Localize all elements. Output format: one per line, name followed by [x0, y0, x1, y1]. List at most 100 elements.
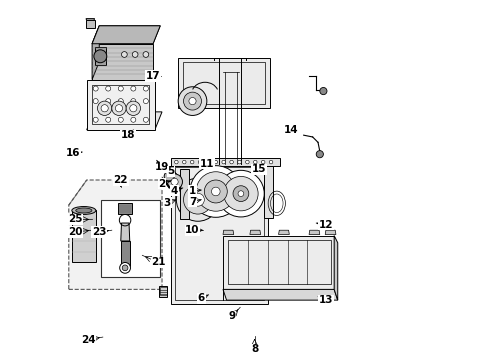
Text: 2: 2	[158, 179, 165, 189]
Polygon shape	[86, 19, 94, 21]
Polygon shape	[86, 80, 155, 130]
Polygon shape	[249, 230, 260, 234]
Polygon shape	[178, 58, 269, 108]
Circle shape	[316, 150, 323, 158]
Text: 8: 8	[250, 344, 258, 354]
Circle shape	[105, 86, 110, 91]
Circle shape	[183, 92, 201, 110]
Circle shape	[97, 101, 112, 116]
Circle shape	[190, 166, 241, 217]
Circle shape	[122, 265, 128, 271]
Circle shape	[131, 117, 136, 122]
Polygon shape	[72, 211, 96, 262]
Circle shape	[131, 99, 136, 104]
Circle shape	[118, 86, 123, 91]
Circle shape	[188, 98, 196, 105]
Circle shape	[118, 117, 123, 122]
Circle shape	[198, 160, 202, 164]
Circle shape	[166, 174, 182, 190]
Text: 5: 5	[167, 166, 174, 176]
Polygon shape	[86, 21, 94, 28]
Circle shape	[269, 160, 272, 164]
Circle shape	[319, 87, 326, 95]
Circle shape	[211, 187, 220, 196]
Text: 10: 10	[185, 225, 199, 235]
Circle shape	[121, 51, 127, 57]
Polygon shape	[264, 166, 273, 218]
Circle shape	[93, 86, 98, 91]
Circle shape	[115, 105, 122, 112]
Text: 1: 1	[188, 186, 196, 196]
Text: 7: 7	[188, 197, 196, 207]
Polygon shape	[69, 180, 162, 289]
Text: 24: 24	[81, 334, 96, 345]
Circle shape	[204, 180, 227, 203]
Polygon shape	[278, 230, 289, 234]
Text: 22: 22	[113, 175, 128, 185]
Text: 20: 20	[68, 227, 82, 237]
Polygon shape	[86, 112, 162, 130]
Circle shape	[94, 50, 106, 63]
Circle shape	[222, 160, 225, 164]
Circle shape	[143, 99, 148, 104]
Circle shape	[183, 185, 212, 214]
Polygon shape	[333, 235, 337, 300]
Circle shape	[191, 193, 204, 206]
Text: 19: 19	[155, 162, 169, 172]
Text: 23: 23	[92, 227, 106, 237]
Text: 4: 4	[170, 186, 178, 196]
Circle shape	[190, 160, 194, 164]
Circle shape	[182, 160, 185, 164]
Ellipse shape	[76, 208, 92, 213]
Ellipse shape	[72, 207, 96, 215]
Polygon shape	[159, 286, 167, 297]
Text: 25: 25	[68, 215, 82, 224]
Circle shape	[112, 101, 126, 116]
Polygon shape	[171, 164, 267, 304]
Polygon shape	[180, 169, 188, 220]
Circle shape	[132, 51, 138, 57]
Circle shape	[143, 86, 148, 91]
Polygon shape	[92, 26, 99, 80]
Circle shape	[196, 172, 235, 211]
Polygon shape	[92, 26, 160, 44]
Circle shape	[245, 160, 249, 164]
Circle shape	[126, 101, 140, 116]
Polygon shape	[121, 223, 129, 241]
Text: 14: 14	[283, 125, 298, 135]
Circle shape	[93, 117, 98, 122]
Polygon shape	[308, 230, 319, 234]
Circle shape	[253, 160, 257, 164]
Text: 11: 11	[199, 159, 214, 169]
Circle shape	[105, 117, 110, 122]
Circle shape	[229, 160, 233, 164]
Polygon shape	[171, 158, 280, 166]
Circle shape	[174, 160, 178, 164]
Text: 6: 6	[198, 293, 204, 303]
Circle shape	[176, 178, 219, 221]
Polygon shape	[223, 230, 233, 234]
Text: 3: 3	[163, 198, 171, 208]
Circle shape	[129, 105, 137, 112]
Circle shape	[223, 176, 258, 211]
Polygon shape	[92, 26, 160, 44]
Circle shape	[105, 99, 110, 104]
Text: 15: 15	[251, 164, 265, 174]
Polygon shape	[94, 47, 106, 65]
Polygon shape	[223, 235, 333, 289]
Circle shape	[93, 99, 98, 104]
Polygon shape	[223, 289, 337, 300]
Text: 9: 9	[228, 311, 235, 321]
Text: 16: 16	[66, 148, 80, 158]
Circle shape	[143, 117, 148, 122]
Polygon shape	[101, 200, 160, 277]
Circle shape	[261, 160, 264, 164]
Circle shape	[233, 186, 248, 202]
Circle shape	[214, 160, 217, 164]
Circle shape	[206, 160, 209, 164]
Circle shape	[238, 191, 244, 197]
Circle shape	[217, 170, 264, 217]
Text: 17: 17	[145, 71, 160, 81]
Polygon shape	[121, 241, 129, 266]
Circle shape	[118, 99, 123, 104]
